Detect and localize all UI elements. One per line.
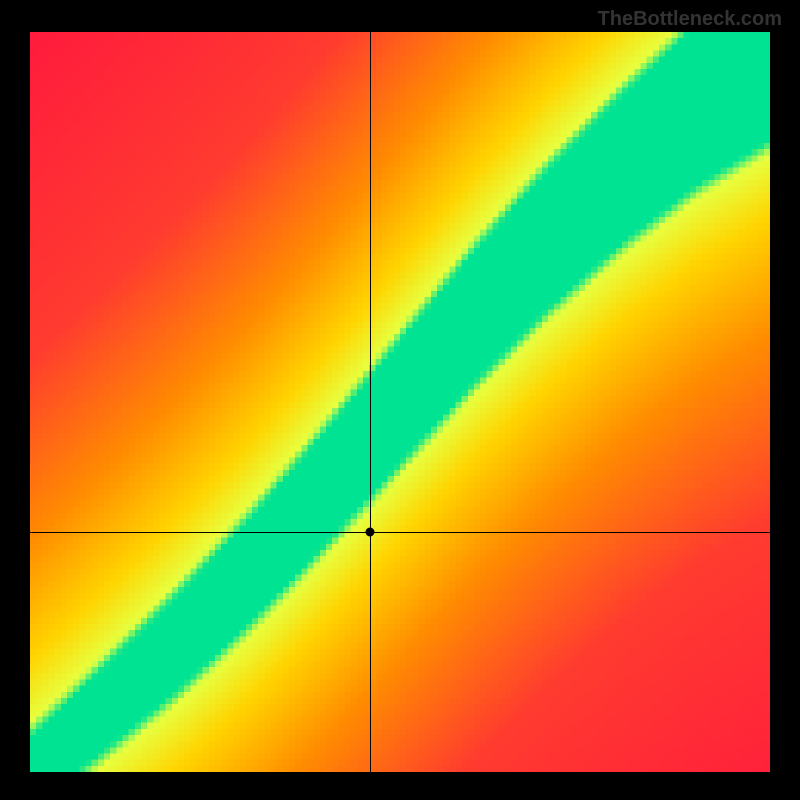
crosshair-vertical xyxy=(370,32,371,772)
crosshair-marker xyxy=(366,527,375,536)
watermark-text: TheBottleneck.com xyxy=(598,8,782,31)
heatmap-plot xyxy=(30,32,770,772)
heatmap-canvas xyxy=(30,32,770,772)
crosshair-horizontal xyxy=(30,532,770,533)
